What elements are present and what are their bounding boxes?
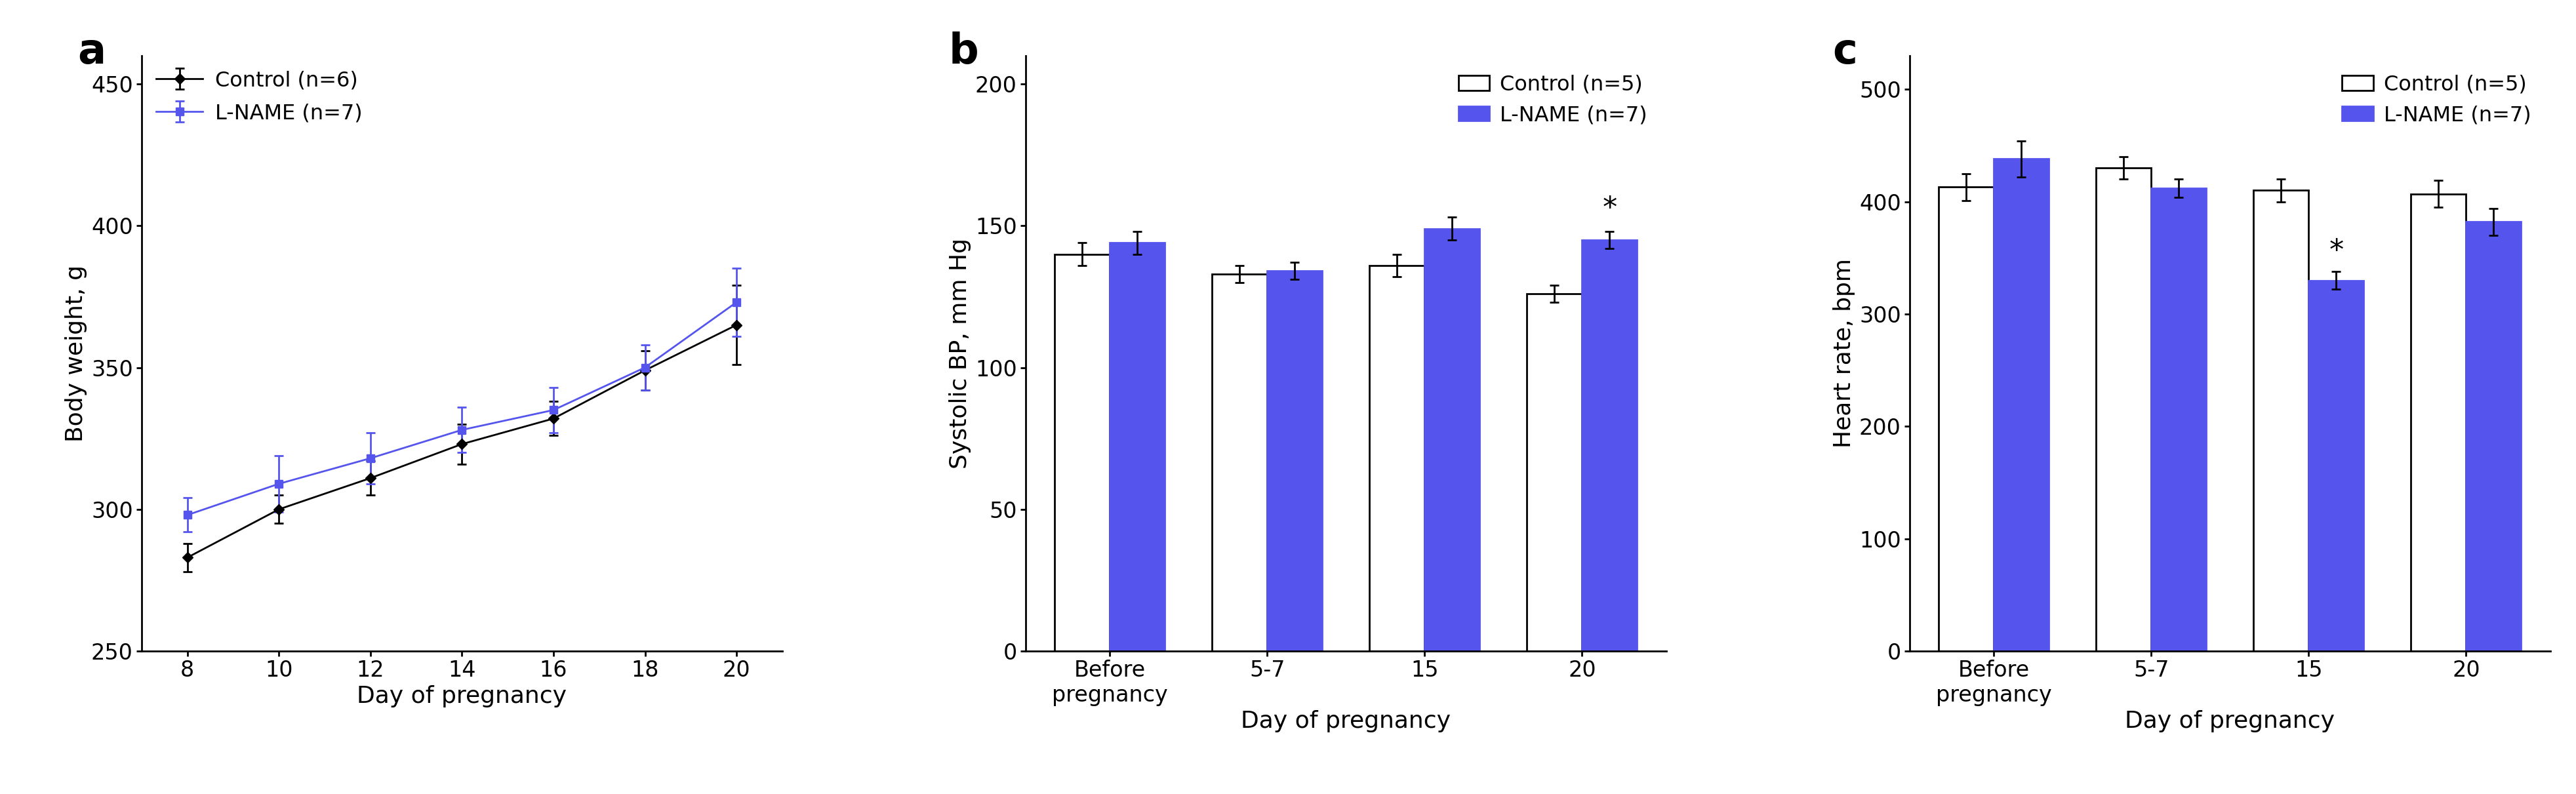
Bar <box>1940 187 1994 651</box>
Y-axis label: Body weight, g: Body weight, g <box>64 265 88 441</box>
Bar <box>1213 274 1267 651</box>
Bar <box>2151 188 2208 651</box>
Text: *: * <box>1602 195 1618 223</box>
Bar <box>1110 243 1164 651</box>
Bar <box>1582 240 1638 651</box>
Bar <box>2308 280 2365 651</box>
Legend: Control (n=5), L-NAME (n=7): Control (n=5), L-NAME (n=7) <box>2334 66 2540 134</box>
Bar <box>1267 271 1321 651</box>
Text: b: b <box>948 32 979 72</box>
X-axis label: Day of pregnancy: Day of pregnancy <box>2125 710 2334 732</box>
Bar <box>2254 191 2308 651</box>
Legend: Control (n=5), L-NAME (n=7): Control (n=5), L-NAME (n=7) <box>1450 66 1656 134</box>
Text: *: * <box>2329 237 2344 266</box>
Bar <box>2465 222 2522 651</box>
Bar <box>2097 168 2151 651</box>
Y-axis label: Heart rate, bpm: Heart rate, bpm <box>1834 259 1855 448</box>
Bar <box>1994 159 2048 651</box>
X-axis label: Day of pregnancy: Day of pregnancy <box>1242 710 1450 732</box>
Bar <box>1370 265 1425 651</box>
X-axis label: Day of pregnancy: Day of pregnancy <box>358 685 567 707</box>
Bar <box>1528 294 1582 651</box>
Bar <box>2411 194 2465 651</box>
Bar <box>1054 254 1110 651</box>
Text: c: c <box>1832 32 1857 72</box>
Text: a: a <box>77 32 106 72</box>
Bar <box>1425 229 1479 651</box>
Legend: Control (n=6), L-NAME (n=7): Control (n=6), L-NAME (n=7) <box>147 62 371 132</box>
Y-axis label: Systolic BP, mm Hg: Systolic BP, mm Hg <box>948 238 971 468</box>
